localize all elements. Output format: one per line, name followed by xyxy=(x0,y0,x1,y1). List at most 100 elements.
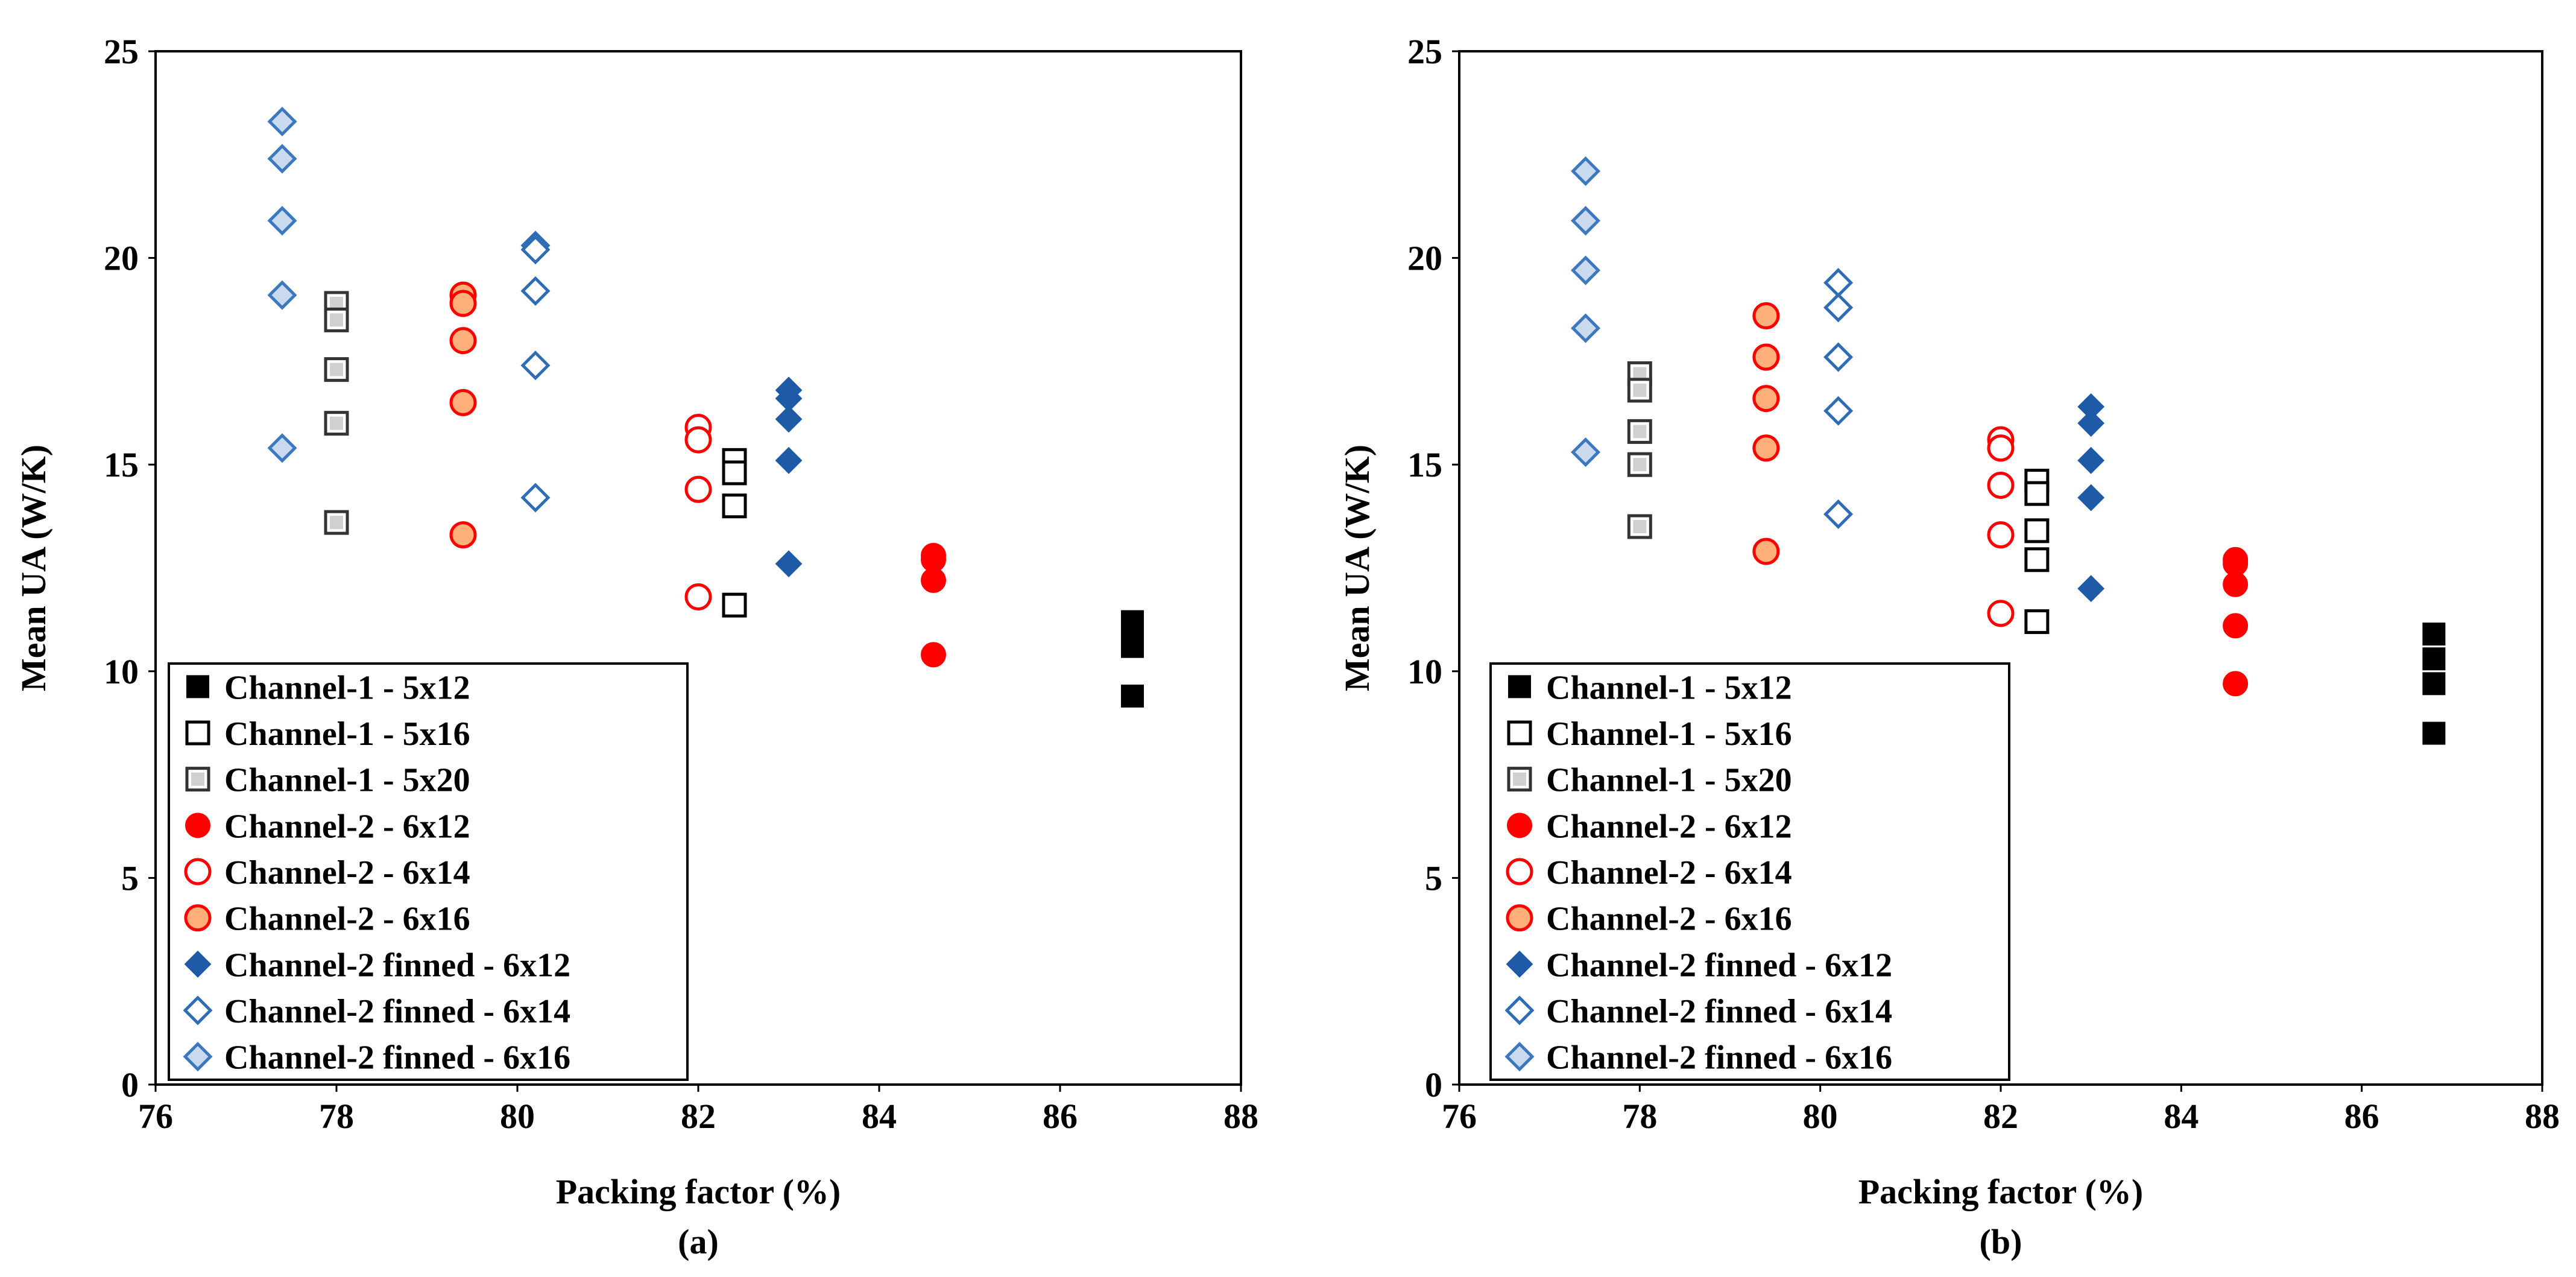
x-tick-label: 84 xyxy=(2164,1097,2199,1136)
legend-marker-symbol xyxy=(1506,950,1533,978)
series-channel-1-5x16 xyxy=(2024,469,2050,635)
legend-label: Channel-2 - 6x14 xyxy=(1546,854,1792,892)
marker-inner-fill xyxy=(330,363,343,376)
panel-a: 0 5 10 15 20 25 76 78 80 82 84 86 88 Packing factor (… xyxy=(14,32,1258,1261)
x-tick-label: 88 xyxy=(1223,1097,1258,1136)
x-tick-label: 82 xyxy=(1983,1097,2018,1136)
data-point xyxy=(684,583,712,610)
legend-marker xyxy=(185,720,210,746)
marker-inner-fill xyxy=(330,296,343,310)
data-point xyxy=(1570,313,1601,343)
legend-marker xyxy=(1504,995,1535,1025)
panel-label: (b) xyxy=(1980,1222,2022,1261)
y-tick-label: 15 xyxy=(104,445,139,484)
y-tick-label: 25 xyxy=(104,32,139,71)
data-point xyxy=(775,405,803,433)
data-point xyxy=(2422,623,2446,646)
data-point xyxy=(1823,396,1854,426)
data-point xyxy=(1987,521,2015,549)
data-point xyxy=(2422,672,2446,696)
data-point xyxy=(2223,613,2249,639)
legend-label: Channel-2 - 6x14 xyxy=(224,854,470,892)
data-point xyxy=(921,642,946,668)
legend-label: Channel-1 - 5x12 xyxy=(224,669,470,706)
data-point xyxy=(2223,671,2249,697)
data-point xyxy=(1823,268,1854,298)
legend-box xyxy=(168,662,689,1081)
marker-inner-fill xyxy=(1513,772,1526,786)
series-channel-2-finned-6x12 xyxy=(2077,393,2105,603)
data-point xyxy=(1752,434,1780,462)
series-channel-2-finned-6x16 xyxy=(1570,156,1601,467)
legend-marker-symbol xyxy=(183,995,213,1025)
series-channel-2-finned-6x14 xyxy=(1823,268,1854,529)
series-channel-2-6x16 xyxy=(1752,302,1780,565)
data-point xyxy=(2024,609,2050,635)
marker-inner-fill xyxy=(330,313,343,327)
data-point xyxy=(267,280,297,310)
data-point xyxy=(2077,410,2105,437)
marker-inner-fill xyxy=(1633,458,1647,472)
data-point xyxy=(921,568,946,594)
data-point xyxy=(2024,518,2050,543)
legend-label: Channel-1 - 5x20 xyxy=(1546,762,1792,799)
data-point xyxy=(1987,471,2015,499)
legend-marker xyxy=(1506,950,1533,978)
series-channel-2-finned-6x14 xyxy=(520,230,551,513)
data-point xyxy=(520,276,551,306)
data-point xyxy=(1121,684,1144,708)
x-tick-label: 76 xyxy=(138,1097,173,1136)
legend-label: Channel-2 finned - 6x12 xyxy=(224,946,570,984)
data-point xyxy=(2024,547,2050,572)
x-tick-label: 80 xyxy=(1803,1097,1838,1136)
series-channel-2-6x14 xyxy=(684,414,712,610)
legend-label: Channel-2 - 6x12 xyxy=(1546,808,1792,845)
y-tick-label: 0 xyxy=(121,1065,139,1104)
series-channel-2-6x14 xyxy=(1987,426,2015,627)
y-tick-label: 5 xyxy=(121,858,139,898)
series-channel-2-finned-6x16 xyxy=(267,106,297,463)
data-point xyxy=(1627,419,1652,444)
legend-marker xyxy=(186,675,209,699)
legend-marker-symbol xyxy=(1504,995,1535,1025)
legend-marker xyxy=(185,813,210,838)
legend: Channel-1 - 5x12 Channel-1 - 5x16 Channel-… xyxy=(1489,662,2010,1081)
legend-marker xyxy=(1504,1042,1535,1072)
y-tick-label: 25 xyxy=(1407,32,1442,71)
data-point xyxy=(520,483,551,513)
series-channel-2-finned-6x12 xyxy=(775,376,803,578)
y-tick-label: 15 xyxy=(1407,445,1442,484)
data-point xyxy=(1570,437,1601,467)
data-point xyxy=(775,446,803,474)
legend-label: Channel-1 - 5x16 xyxy=(224,715,470,753)
data-point xyxy=(449,327,477,355)
legend-marker-symbol xyxy=(1507,813,1532,838)
x-tick-label: 86 xyxy=(1043,1097,1078,1136)
data-point xyxy=(1121,635,1144,658)
x-tick-label: 82 xyxy=(681,1097,716,1136)
y-tick-label: 20 xyxy=(104,239,139,278)
data-point xyxy=(684,475,712,503)
data-point xyxy=(1752,302,1780,330)
x-tick-label: 76 xyxy=(1442,1097,1477,1136)
legend-label: Channel-2 finned - 6x16 xyxy=(224,1039,570,1077)
data-point xyxy=(1987,434,2015,462)
legend-marker-symbol xyxy=(1507,720,1532,746)
legend-marker xyxy=(1506,858,1533,886)
data-point xyxy=(1752,343,1780,371)
panel-label: (a) xyxy=(678,1222,719,1261)
legend-marker-symbol xyxy=(186,675,209,699)
legend-marker xyxy=(1508,675,1531,699)
data-point xyxy=(722,493,747,519)
legend-marker xyxy=(1507,813,1532,838)
legend-marker xyxy=(185,767,210,792)
data-point xyxy=(2422,721,2446,745)
legend-marker xyxy=(184,950,212,978)
data-point xyxy=(449,388,477,416)
data-point xyxy=(1823,499,1854,529)
data-point xyxy=(2077,575,2105,603)
data-point xyxy=(449,290,477,317)
data-point xyxy=(520,235,551,265)
series-channel-2-6x12 xyxy=(921,542,946,668)
marker-inner-fill xyxy=(330,416,343,430)
